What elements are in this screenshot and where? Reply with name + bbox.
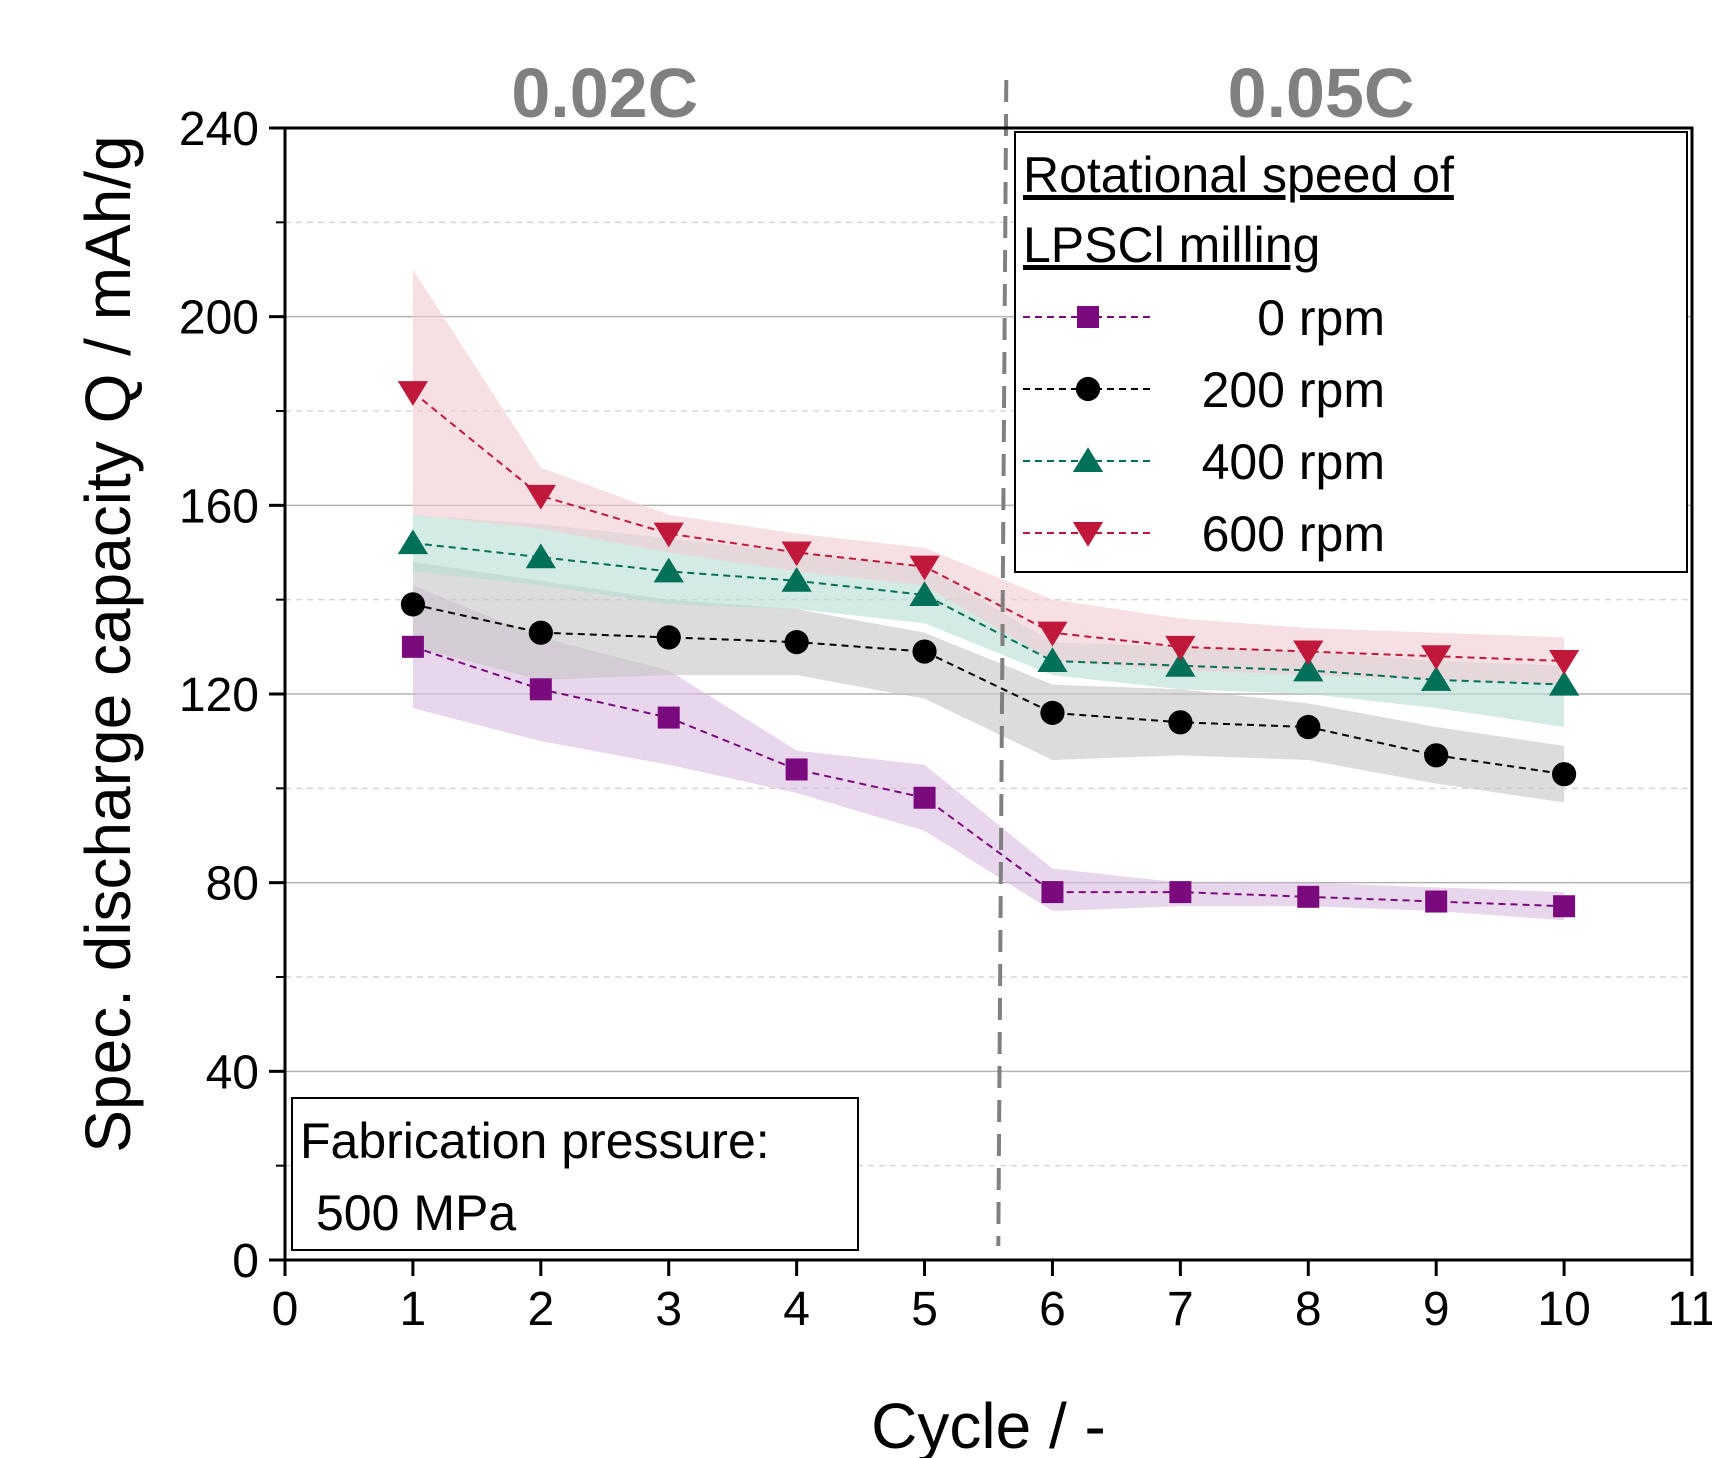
legend-label-200-rpm: 200 rpm xyxy=(1202,362,1385,418)
legend-box xyxy=(1014,131,1688,573)
x-tick-label-0: 0 xyxy=(272,1283,299,1336)
point-600-rpm-10 xyxy=(1548,649,1580,675)
point-0-rpm-9 xyxy=(1425,890,1448,913)
legend-title-line2: LPSCl milling xyxy=(1023,217,1320,273)
point-200-rpm-10 xyxy=(1551,762,1577,787)
point-400-rpm-4 xyxy=(781,567,812,592)
x-tick-label-11: 11 xyxy=(1667,1283,1712,1336)
point-400-rpm-3 xyxy=(653,557,684,583)
legend-label-0-rpm: 0 rpm xyxy=(1257,290,1385,346)
point-600-rpm-5 xyxy=(909,555,940,581)
legend-label-600-rpm: 600 rpm xyxy=(1202,506,1385,562)
point-0-rpm-3 xyxy=(657,706,680,729)
line-600-rpm xyxy=(412,391,1565,662)
axis-ticks xyxy=(269,126,1694,1276)
point-200-rpm-4 xyxy=(784,630,809,655)
point-400-rpm-1 xyxy=(397,529,429,555)
point-400-rpm-2 xyxy=(525,543,556,569)
band-600-rpm xyxy=(412,269,1565,685)
tick-labels: 0 1 2 3 4 5 6 7 8 9 10 11 0 40 80 120 160 200 240 xyxy=(179,103,1712,1336)
y-tick-label-200: 200 xyxy=(179,292,259,345)
point-0-rpm-2 xyxy=(529,678,552,701)
note-line1: Fabrication pressure: xyxy=(300,1113,770,1169)
legend-label-400-rpm: 400 rpm xyxy=(1202,434,1385,490)
legend: Rotational speed of LPSCl milling 0 rpm 2… xyxy=(1014,131,1688,573)
point-0-rpm-10 xyxy=(1553,895,1576,918)
x-tick-label-10: 10 xyxy=(1537,1283,1590,1336)
x-tick-label-5: 5 xyxy=(911,1283,938,1336)
point-0-rpm-5 xyxy=(913,786,936,809)
point-200-rpm-3 xyxy=(656,625,681,650)
y-tick-label-120: 120 xyxy=(179,669,259,722)
point-200-rpm-6 xyxy=(1040,700,1065,725)
error-bands xyxy=(412,269,1565,921)
x-tick-label-1: 1 xyxy=(400,1283,427,1336)
point-0-rpm-8 xyxy=(1297,885,1320,908)
point-600-rpm-8 xyxy=(1293,640,1324,666)
point-200-rpm-9 xyxy=(1424,743,1449,768)
point-600-rpm-4 xyxy=(781,541,812,567)
x-tick-label-8: 8 xyxy=(1295,1283,1322,1336)
x-tick-label-2: 2 xyxy=(527,1283,554,1336)
legend-marker-400-rpm xyxy=(1072,447,1104,472)
point-200-rpm-7 xyxy=(1168,710,1193,735)
legend-items: 0 rpm 200 rpm 400 rpm 600 rpm xyxy=(1023,290,1385,562)
note-box xyxy=(291,1097,859,1251)
point-600-rpm-2 xyxy=(525,484,556,510)
point-600-rpm-9 xyxy=(1421,645,1452,671)
point-600-rpm-7 xyxy=(1165,635,1196,661)
y-tick-label-240: 240 xyxy=(179,103,259,156)
line-0-rpm xyxy=(412,645,1565,908)
point-400-rpm-10 xyxy=(1548,670,1580,696)
x-tick-label-6: 6 xyxy=(1039,1283,1066,1336)
x-axis-title: Cycle / - xyxy=(871,1390,1106,1458)
point-0-rpm-4 xyxy=(785,758,808,781)
band-0-rpm xyxy=(412,585,1565,921)
point-200-rpm-8 xyxy=(1296,714,1321,740)
point-400-rpm-6 xyxy=(1037,647,1068,672)
x-tick-label-3: 3 xyxy=(655,1283,682,1336)
point-400-rpm-9 xyxy=(1421,666,1452,691)
x-tick-label-9: 9 xyxy=(1423,1283,1450,1336)
rate-labels: 0.02C 0.05C xyxy=(511,54,1414,132)
rate-label-0: 0.02C xyxy=(511,54,698,132)
point-600-rpm-3 xyxy=(653,522,684,548)
legend-title-line1: Rotational speed of xyxy=(1023,147,1454,203)
point-0-rpm-6 xyxy=(1041,881,1064,904)
x-tick-label-7: 7 xyxy=(1167,1283,1194,1336)
point-200-rpm-5 xyxy=(912,639,937,664)
point-600-rpm-6 xyxy=(1037,621,1068,647)
point-0-rpm-7 xyxy=(1169,881,1192,904)
line-400-rpm xyxy=(412,542,1565,686)
point-400-rpm-8 xyxy=(1293,656,1324,682)
point-600-rpm-1 xyxy=(397,381,429,406)
line-200-rpm xyxy=(412,603,1565,776)
y-tick-label-80: 80 xyxy=(206,858,259,911)
band-200-rpm xyxy=(412,561,1565,803)
series-lines xyxy=(412,391,1565,908)
note-line2: 500 MPa xyxy=(316,1185,516,1241)
rate-divider-line xyxy=(996,79,1009,1247)
point-400-rpm-7 xyxy=(1165,651,1196,677)
point-0-rpm-1 xyxy=(401,635,424,658)
legend-marker-200-rpm xyxy=(1075,376,1101,402)
point-400-rpm-5 xyxy=(909,581,940,606)
series-markers xyxy=(397,381,1580,918)
x-tick-label-4: 4 xyxy=(783,1283,810,1336)
legend-marker-0-rpm xyxy=(1077,306,1099,328)
y-axis-title: Spec. discharge capacity Q / mAh/g xyxy=(72,135,144,1152)
y-tick-label-40: 40 xyxy=(206,1046,259,1099)
legend-marker-600-rpm xyxy=(1072,522,1104,547)
y-tick-label-160: 160 xyxy=(179,480,259,533)
rate-label-1: 0.05C xyxy=(1228,54,1415,132)
y-tick-label-0: 0 xyxy=(232,1235,259,1288)
point-200-rpm-2 xyxy=(528,620,553,645)
point-200-rpm-1 xyxy=(400,592,426,617)
fabrication-pressure-note: Fabrication pressure: 500 MPa xyxy=(291,1097,859,1251)
